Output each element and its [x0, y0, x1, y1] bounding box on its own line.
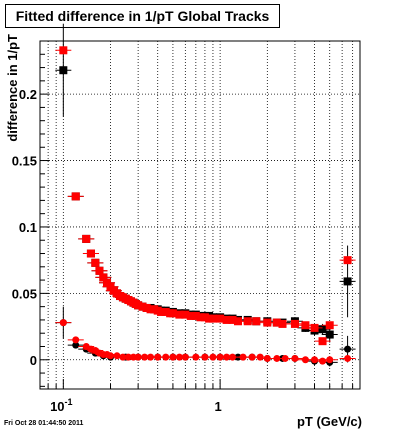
data-point-square	[71, 192, 80, 201]
data-point-square	[278, 319, 287, 328]
x-tick-label: 10-1	[50, 397, 72, 414]
data-point-square	[168, 309, 177, 318]
data-point-circle	[281, 354, 289, 362]
data-point-square	[99, 273, 108, 282]
x-axis-title: pT (GeV/c)	[297, 414, 362, 429]
data-point-circle	[192, 353, 200, 361]
data-point-square	[318, 325, 327, 334]
data-point-square	[228, 315, 237, 324]
data-point-square	[318, 337, 327, 346]
data-point-square	[325, 321, 334, 330]
data-point-circle	[154, 353, 162, 361]
data-point-square	[343, 277, 352, 286]
chart-title: Fitted difference in 1/pT Global Tracks	[5, 4, 280, 28]
data-point-circle	[59, 319, 67, 327]
y-tick-label: 0.1	[19, 220, 37, 235]
data-point-circle	[344, 345, 352, 353]
y-axis-title: difference in 1/pT	[5, 34, 20, 142]
data-point-square	[263, 318, 272, 327]
data-point-circle	[319, 357, 327, 365]
y-tick-label: 0.15	[12, 154, 37, 169]
data-point-square	[290, 319, 299, 328]
data-point-circle	[248, 353, 256, 361]
data-point-circle	[301, 356, 309, 364]
data-point-circle	[273, 354, 281, 362]
data-point-square	[216, 314, 225, 323]
data-point-circle	[344, 354, 352, 362]
data-point-square	[86, 249, 95, 258]
data-point-circle	[311, 356, 319, 364]
data-point-square	[200, 313, 209, 322]
data-point-circle	[229, 353, 237, 361]
data-point-circle	[326, 356, 334, 364]
data-point-circle	[72, 336, 80, 344]
data-point-square	[343, 256, 352, 265]
data-point-square	[138, 302, 147, 311]
data-point-square	[134, 301, 143, 310]
series-layer	[55, 23, 356, 367]
x-tick-exponent: -1	[65, 397, 73, 407]
data-point-square	[243, 317, 252, 326]
y-tick-label: 0.2	[19, 87, 37, 102]
data-point-square	[301, 321, 310, 330]
data-point-square	[95, 266, 104, 275]
data-point-square	[59, 66, 68, 75]
y-tick-label: 0	[30, 353, 37, 368]
data-point-square	[310, 323, 319, 332]
data-point-circle	[201, 353, 209, 361]
x-tick-label: 1	[215, 399, 222, 414]
data-point-square	[82, 234, 91, 243]
data-point-circle	[263, 354, 271, 362]
data-point-square	[325, 330, 334, 339]
data-point-square	[233, 317, 242, 326]
data-point-circle	[256, 353, 264, 361]
y-tick-label: 0.05	[12, 286, 37, 301]
data-point-square	[59, 46, 68, 55]
data-point-square	[91, 258, 100, 267]
data-point-circle	[239, 353, 247, 361]
data-point-square	[252, 317, 261, 326]
timestamp: Fri Oct 28 01:44:50 2011	[4, 420, 84, 427]
data-point-circle	[181, 353, 189, 361]
data-point-circle	[291, 354, 299, 362]
data-point-square	[191, 311, 200, 320]
data-point-square	[161, 307, 170, 316]
grid-layer	[40, 41, 360, 389]
plot-frame	[39, 40, 361, 390]
data-point-square	[181, 310, 190, 319]
data-point-square	[272, 318, 281, 327]
data-point-circle	[72, 341, 80, 349]
data-point-circle	[113, 352, 121, 360]
